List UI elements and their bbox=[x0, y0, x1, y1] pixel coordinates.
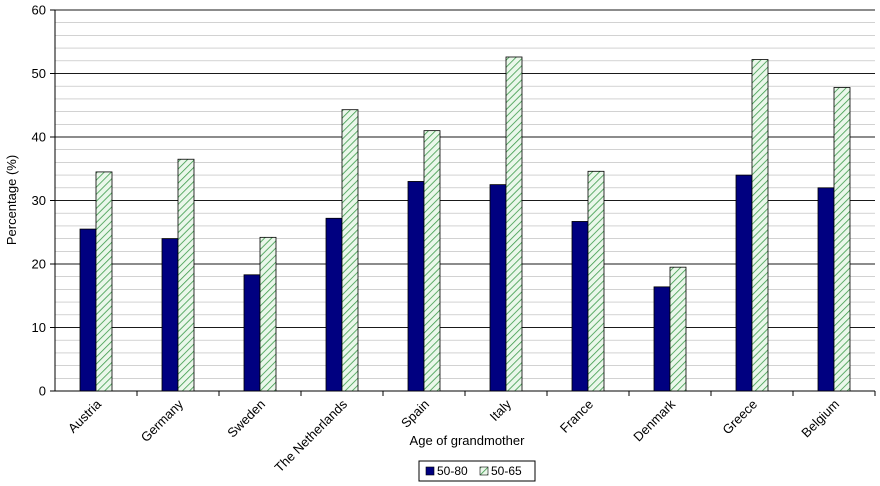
bar-50-65-france bbox=[587, 170, 605, 392]
bar-50-65-spain bbox=[423, 130, 441, 392]
legend-label-50-65: 50-65 bbox=[491, 464, 522, 478]
y-tick-label: 40 bbox=[32, 130, 46, 145]
x-tick-label: Italy bbox=[487, 396, 515, 424]
bar-50-80-belgium bbox=[817, 187, 835, 392]
bar-50-65-the-netherlands bbox=[341, 109, 359, 392]
bar-50-65-italy bbox=[505, 56, 523, 392]
x-axis-title: Age of grandmother bbox=[410, 433, 526, 448]
bar-50-80-sweden bbox=[243, 274, 261, 392]
bar-50-80-denmark bbox=[653, 286, 671, 392]
bar-50-65-belgium bbox=[833, 87, 851, 392]
bar-50-80-the-netherlands bbox=[325, 217, 343, 392]
legend-swatch-50-65 bbox=[479, 466, 489, 476]
bar-50-80-spain bbox=[407, 181, 425, 392]
x-tick-label: The Netherlands bbox=[272, 396, 351, 475]
legend-frame bbox=[418, 460, 536, 482]
bars bbox=[79, 56, 851, 392]
y-tick-label: 10 bbox=[32, 320, 46, 335]
bar-50-80-italy bbox=[489, 184, 507, 392]
legend-swatch-50-80 bbox=[425, 466, 435, 476]
bar-50-65-denmark bbox=[669, 266, 687, 392]
legend: 50-80 50-65 bbox=[418, 460, 536, 482]
bar-50-80-germany bbox=[161, 238, 179, 392]
x-tick-label: Germany bbox=[138, 396, 187, 445]
y-tick-label: 30 bbox=[32, 193, 46, 208]
x-tick-label: Austria bbox=[65, 396, 105, 436]
x-tick-label: Spain bbox=[398, 397, 432, 431]
bar-50-65-greece bbox=[751, 59, 769, 392]
y-tick-label: 60 bbox=[32, 3, 46, 18]
legend-label-50-80: 50-80 bbox=[437, 464, 468, 478]
x-tick-label: Denmark bbox=[630, 396, 678, 444]
y-tick-label: 0 bbox=[39, 384, 46, 399]
x-tick-label: France bbox=[557, 397, 596, 436]
x-tick-label: Sweden bbox=[224, 397, 268, 441]
bar-50-80-greece bbox=[735, 174, 753, 392]
y-tick-label: 50 bbox=[32, 66, 46, 81]
bar-50-65-austria bbox=[95, 171, 113, 392]
y-tick-label: 20 bbox=[32, 257, 46, 272]
x-tick-label: Greece bbox=[719, 397, 760, 438]
x-tick-label: Belgium bbox=[798, 397, 842, 441]
bar-50-65-sweden bbox=[259, 236, 277, 392]
bar-50-80-france bbox=[571, 221, 589, 392]
y-axis-title: Percentage (%) bbox=[4, 155, 19, 245]
bar-50-65-germany bbox=[177, 158, 195, 392]
bar-50-80-austria bbox=[79, 228, 97, 392]
